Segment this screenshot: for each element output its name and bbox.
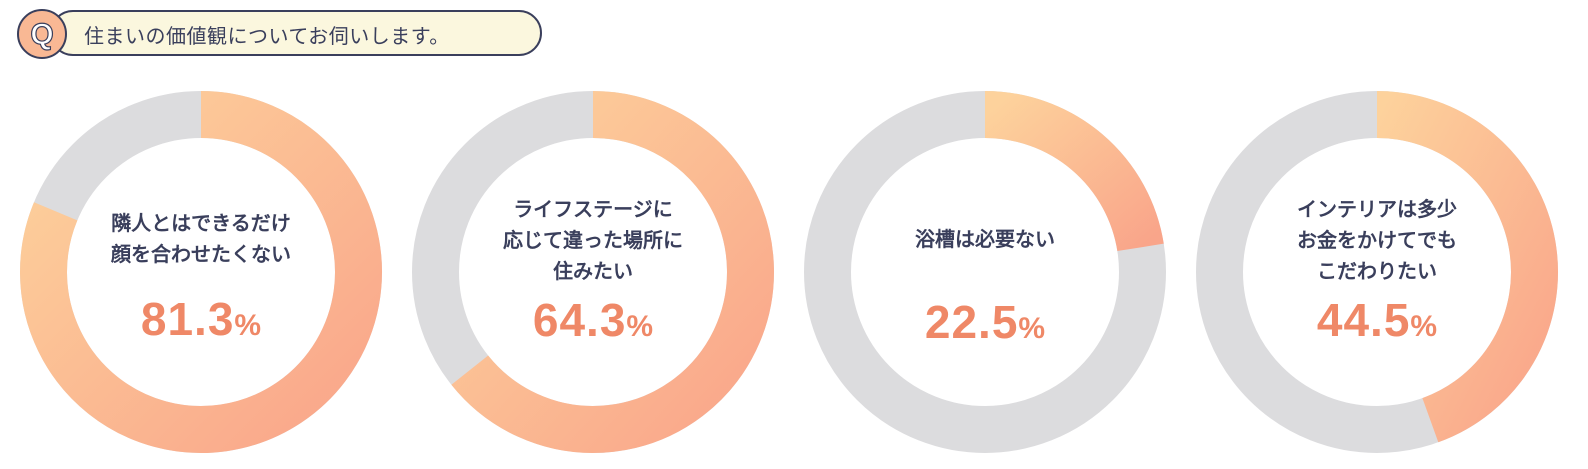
donut-center: インテリアは多少 お金をかけてでも こだわりたい 44.5% [1247, 194, 1507, 347]
donut-ring [20, 91, 382, 453]
donut-value-number: 64.3 [532, 294, 627, 346]
donut-value-arc [1376, 91, 1558, 443]
donut-value: 64.3% [463, 293, 723, 347]
donut-value-number: 44.5 [1316, 294, 1411, 346]
donut-chart-2: ライフステージに 応じて違った場所に 住みたい 64.3% [407, 86, 779, 458]
donut-center: ライフステージに 応じて違った場所に 住みたい 64.3% [463, 194, 723, 347]
donut-value-arc [984, 91, 1164, 252]
q-badge-icon: Q [17, 9, 67, 59]
donut-value-arc [451, 91, 774, 453]
donut-center: 隣人とはできるだけ 顔を合わせたくない 81.3% [71, 208, 331, 346]
donut-label: 隣人とはできるだけ 顔を合わせたくない [111, 211, 291, 266]
donut-chart-3: 浴槽は必要ない 22.5% [799, 86, 1171, 458]
donut-chart-4: インテリアは多少 お金をかけてでも こだわりたい 44.5% [1191, 86, 1563, 458]
donut-value-unit: % [626, 310, 654, 343]
donut-charts: 隣人とはできるだけ 顔を合わせたくない 81.3% ライフステージに 応じて違った場… [0, 86, 1588, 458]
donut-value-arc [20, 91, 382, 453]
donut-label: ライフステージに 応じて違った場所に 住みたい [503, 197, 683, 283]
q-badge-letter: Q [30, 18, 53, 51]
donut-center: 浴槽は必要ない 22.5% [855, 224, 1115, 349]
donut-chart-1: 隣人とはできるだけ 顔を合わせたくない 81.3% [15, 86, 387, 458]
question-header: Q 住まいの価値観についてお伺いします。 [16, 8, 546, 62]
donut-ring [804, 91, 1166, 453]
donut-ring [412, 91, 774, 453]
donut-value: 44.5% [1247, 293, 1507, 347]
donut-value-unit: % [234, 309, 262, 342]
donut-value-number: 81.3 [140, 293, 235, 345]
donut-value: 81.3% [71, 292, 331, 346]
donut-ring [1196, 91, 1558, 453]
donut-label: 浴槽は必要ない [915, 227, 1055, 251]
donut-value-unit: % [1410, 310, 1438, 343]
donut-value-unit: % [1018, 312, 1046, 345]
donut-label: インテリアは多少 お金をかけてでも こだわりたい [1297, 197, 1457, 283]
donut-value-number: 22.5 [924, 296, 1019, 348]
question-text: 住まいの価値観についてお伺いします。 [84, 24, 450, 48]
donut-value: 22.5% [855, 295, 1115, 349]
question-pill [50, 10, 542, 56]
